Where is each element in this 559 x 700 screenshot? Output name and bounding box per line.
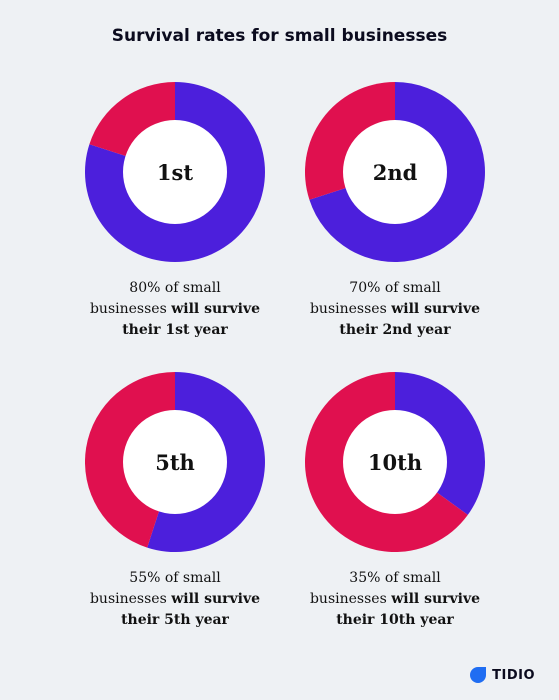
- caption: 55% of small businesses will survive the…: [75, 568, 275, 631]
- donut-hole: [343, 120, 447, 224]
- caption-line-2-bold: will survive: [391, 591, 481, 607]
- donut-center-label: 10th: [368, 450, 422, 475]
- caption-line-1: 55% of small: [129, 570, 221, 586]
- chart-title: Survival rates for small businesses: [111, 26, 448, 46]
- donut-panel-10th: 10th 35% of small businesses will surviv…: [295, 372, 495, 631]
- caption-line-1: 80% of small: [129, 280, 221, 296]
- donut-chart-10th: 10th: [305, 372, 485, 552]
- caption: 70% of small businesses will survive the…: [295, 278, 495, 341]
- donut-chart-5th: 5th: [85, 372, 265, 552]
- donut-hole: [123, 410, 227, 514]
- caption-line-2-plain: businesses: [309, 301, 392, 317]
- donut-panel-1st: 1st 80% of small businesses will survive…: [75, 82, 275, 341]
- donut-hole: [123, 120, 227, 224]
- caption-line-3-bold: their 10th year: [336, 612, 454, 628]
- donut-center-label: 5th: [155, 450, 195, 475]
- donut-chart-1st: 1st: [85, 82, 265, 262]
- chat-bubble-icon: [470, 667, 487, 683]
- donut-chart-2nd: 2nd: [305, 82, 485, 262]
- caption: 80% of small businesses will survive the…: [75, 278, 275, 341]
- caption-line-2-plain: businesses: [309, 591, 392, 607]
- brand-logo: TIDIO: [469, 666, 535, 684]
- caption-line-3-bold: their 1st year: [122, 322, 228, 338]
- donut-panel-2nd: 2nd 70% of small businesses will survive…: [295, 82, 495, 341]
- caption-line-3-bold: their 5th year: [121, 612, 229, 628]
- caption-line-2-plain: businesses: [89, 301, 172, 317]
- donut-center-label: 1st: [157, 160, 193, 185]
- caption-line-2-bold: will survive: [391, 301, 481, 317]
- caption-line-2-bold: will survive: [171, 301, 261, 317]
- caption-line-3-bold: their 2nd year: [339, 322, 451, 338]
- caption-line-2-plain: businesses: [89, 591, 172, 607]
- caption: 35% of small businesses will survive the…: [295, 568, 495, 631]
- brand-name: TIDIO: [492, 667, 535, 683]
- caption-line-1: 70% of small: [349, 280, 441, 296]
- donut-hole: [343, 410, 447, 514]
- caption-line-1: 35% of small: [349, 570, 441, 586]
- donut-center-label: 2nd: [373, 160, 418, 185]
- donut-panel-5th: 5th 55% of small businesses will survive…: [75, 372, 275, 631]
- caption-line-2-bold: will survive: [171, 591, 261, 607]
